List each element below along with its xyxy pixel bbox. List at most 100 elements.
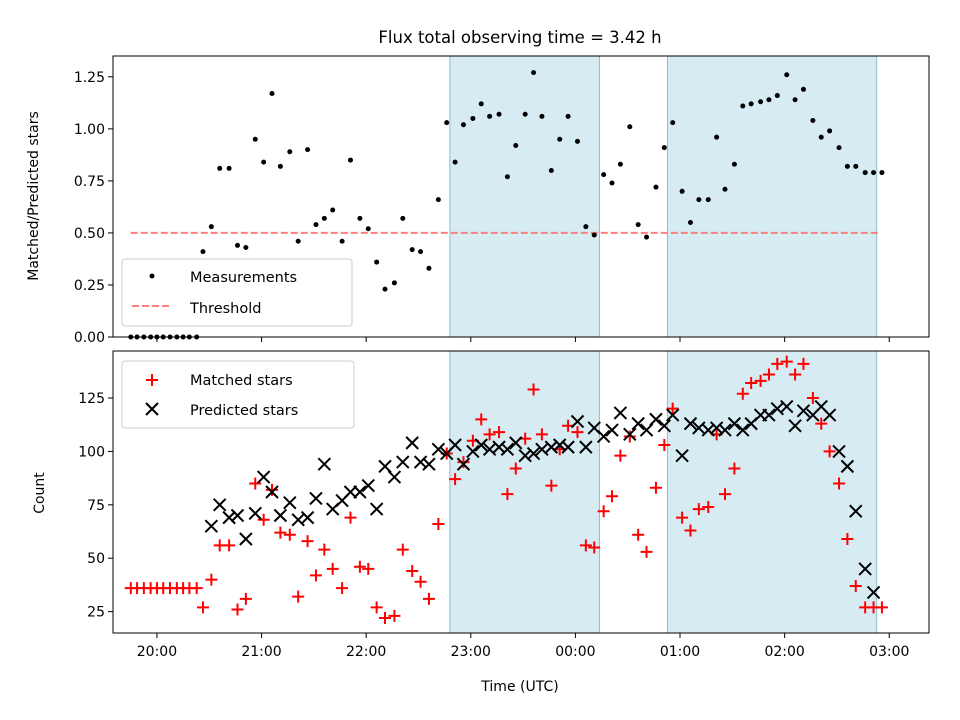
matched-star-point <box>736 387 749 400</box>
predicted-star-point <box>466 444 480 459</box>
bottom-legend-label-predicted: Predicted stars <box>190 403 298 419</box>
measurement-point <box>810 118 816 124</box>
predicted-star-point <box>353 485 367 499</box>
matched-star-point <box>249 477 262 490</box>
predicted-star-point <box>369 502 384 516</box>
top-legend-marker-measurements <box>149 273 155 279</box>
matched-star-point <box>545 479 558 492</box>
predicted-star-point <box>204 519 219 533</box>
measurement-point <box>818 134 824 140</box>
predicted-star-point <box>762 408 776 422</box>
predicted-star-point <box>361 478 375 493</box>
matched-star-point <box>579 539 592 552</box>
predicted-star-point <box>413 455 428 469</box>
top-chart-title: Flux total observing time = 3.42 h <box>378 28 661 47</box>
measurement-point <box>321 215 327 221</box>
predicted-star-point <box>544 440 559 454</box>
matched-star-point <box>309 569 322 582</box>
matched-star-point <box>422 592 435 605</box>
predicted-star-point <box>222 510 236 525</box>
predicted-star-point <box>378 459 392 474</box>
measurement-point <box>487 113 493 119</box>
predicted-star-point <box>866 585 881 600</box>
matched-star-point <box>432 518 445 531</box>
measurement-point <box>234 242 240 248</box>
predicted-star-point <box>840 459 855 474</box>
predicted-star-point <box>736 423 750 437</box>
matched-star-point <box>745 377 758 390</box>
matched-star-point <box>849 580 862 592</box>
measurement-point <box>513 143 519 149</box>
measurement-point <box>269 90 275 96</box>
measurement-point <box>382 286 388 292</box>
matched-star-point <box>614 449 627 462</box>
measurement-point <box>522 111 528 117</box>
predicted-star-point <box>273 508 288 523</box>
matched-star-point <box>702 500 715 513</box>
predicted-star-point <box>456 457 471 471</box>
matched-star-point <box>806 392 819 404</box>
matched-star-point <box>606 490 619 503</box>
measurement-point <box>635 222 641 228</box>
measurement-point <box>714 134 720 140</box>
measurement-point <box>295 238 301 244</box>
measurement-point <box>252 136 258 142</box>
matched-star-point <box>274 526 287 539</box>
measurement-point <box>435 197 441 203</box>
measurement-point <box>208 224 214 230</box>
predicted-star-point <box>431 442 446 456</box>
top-y-tick-label: 1.25 <box>74 70 105 86</box>
matched-star-point <box>632 528 645 541</box>
measurement-point <box>357 215 363 221</box>
top-legend-box <box>121 258 353 327</box>
measurement-point <box>496 111 502 117</box>
measurement-point <box>740 103 746 109</box>
matched-star-point <box>475 413 488 426</box>
measurement-point <box>705 197 711 203</box>
top-legend-label-measurements: Measurements <box>190 270 297 286</box>
bottom-y-tick-label: 100 <box>78 444 105 460</box>
matched-star-point <box>649 481 662 494</box>
bottom-legend-marker-matched <box>146 374 158 386</box>
bottom-y-tick-label: 25 <box>87 605 105 621</box>
bottom-x-axis-label: Time (UTC) <box>480 679 558 695</box>
predicted-star-point <box>230 508 245 523</box>
matched-star-point <box>535 428 548 441</box>
matched-star-point <box>396 543 409 556</box>
matched-star-point <box>493 426 506 439</box>
predicted-star-point <box>605 423 619 437</box>
matched-star-point <box>483 428 496 441</box>
predicted-star-point <box>613 406 628 420</box>
top-y-tick-label: 0.50 <box>74 226 105 242</box>
measurement-point <box>827 128 833 134</box>
measurement-point <box>305 147 311 153</box>
measurement-point <box>879 170 885 176</box>
matched-star-point <box>266 483 279 496</box>
measurement-point <box>365 226 371 232</box>
measurement-point <box>844 163 850 169</box>
count-panel: Count Time (UTC) 25 50 75 100 125 20:00 21:00… <box>32 350 930 695</box>
measurement-point <box>313 222 319 228</box>
bottom-axes-frame <box>112 350 930 634</box>
measurement-point <box>243 244 249 250</box>
predicted-star-point <box>387 470 402 484</box>
measurement-point <box>287 149 293 155</box>
measurement-point <box>504 174 510 180</box>
measurement-point <box>200 249 206 255</box>
x-tick-label: 01:00 <box>660 644 700 660</box>
measurement-point <box>539 113 545 119</box>
predicted-star-point <box>239 532 253 546</box>
predicted-star-point <box>492 440 506 454</box>
measurement-point <box>591 232 597 238</box>
matched-star-point <box>353 560 366 573</box>
predicted-star-point <box>343 485 358 499</box>
predicted-star-point <box>448 438 462 452</box>
ratio-panel: Flux total observing time = 3.42 h Match… <box>26 28 930 346</box>
measurement-point <box>531 70 537 76</box>
predicted-star-point <box>683 416 698 431</box>
predicted-star-point <box>780 399 794 414</box>
predicted-star-point <box>727 416 742 431</box>
matched-star-point <box>771 357 784 370</box>
bottom-legend-box <box>121 360 355 429</box>
